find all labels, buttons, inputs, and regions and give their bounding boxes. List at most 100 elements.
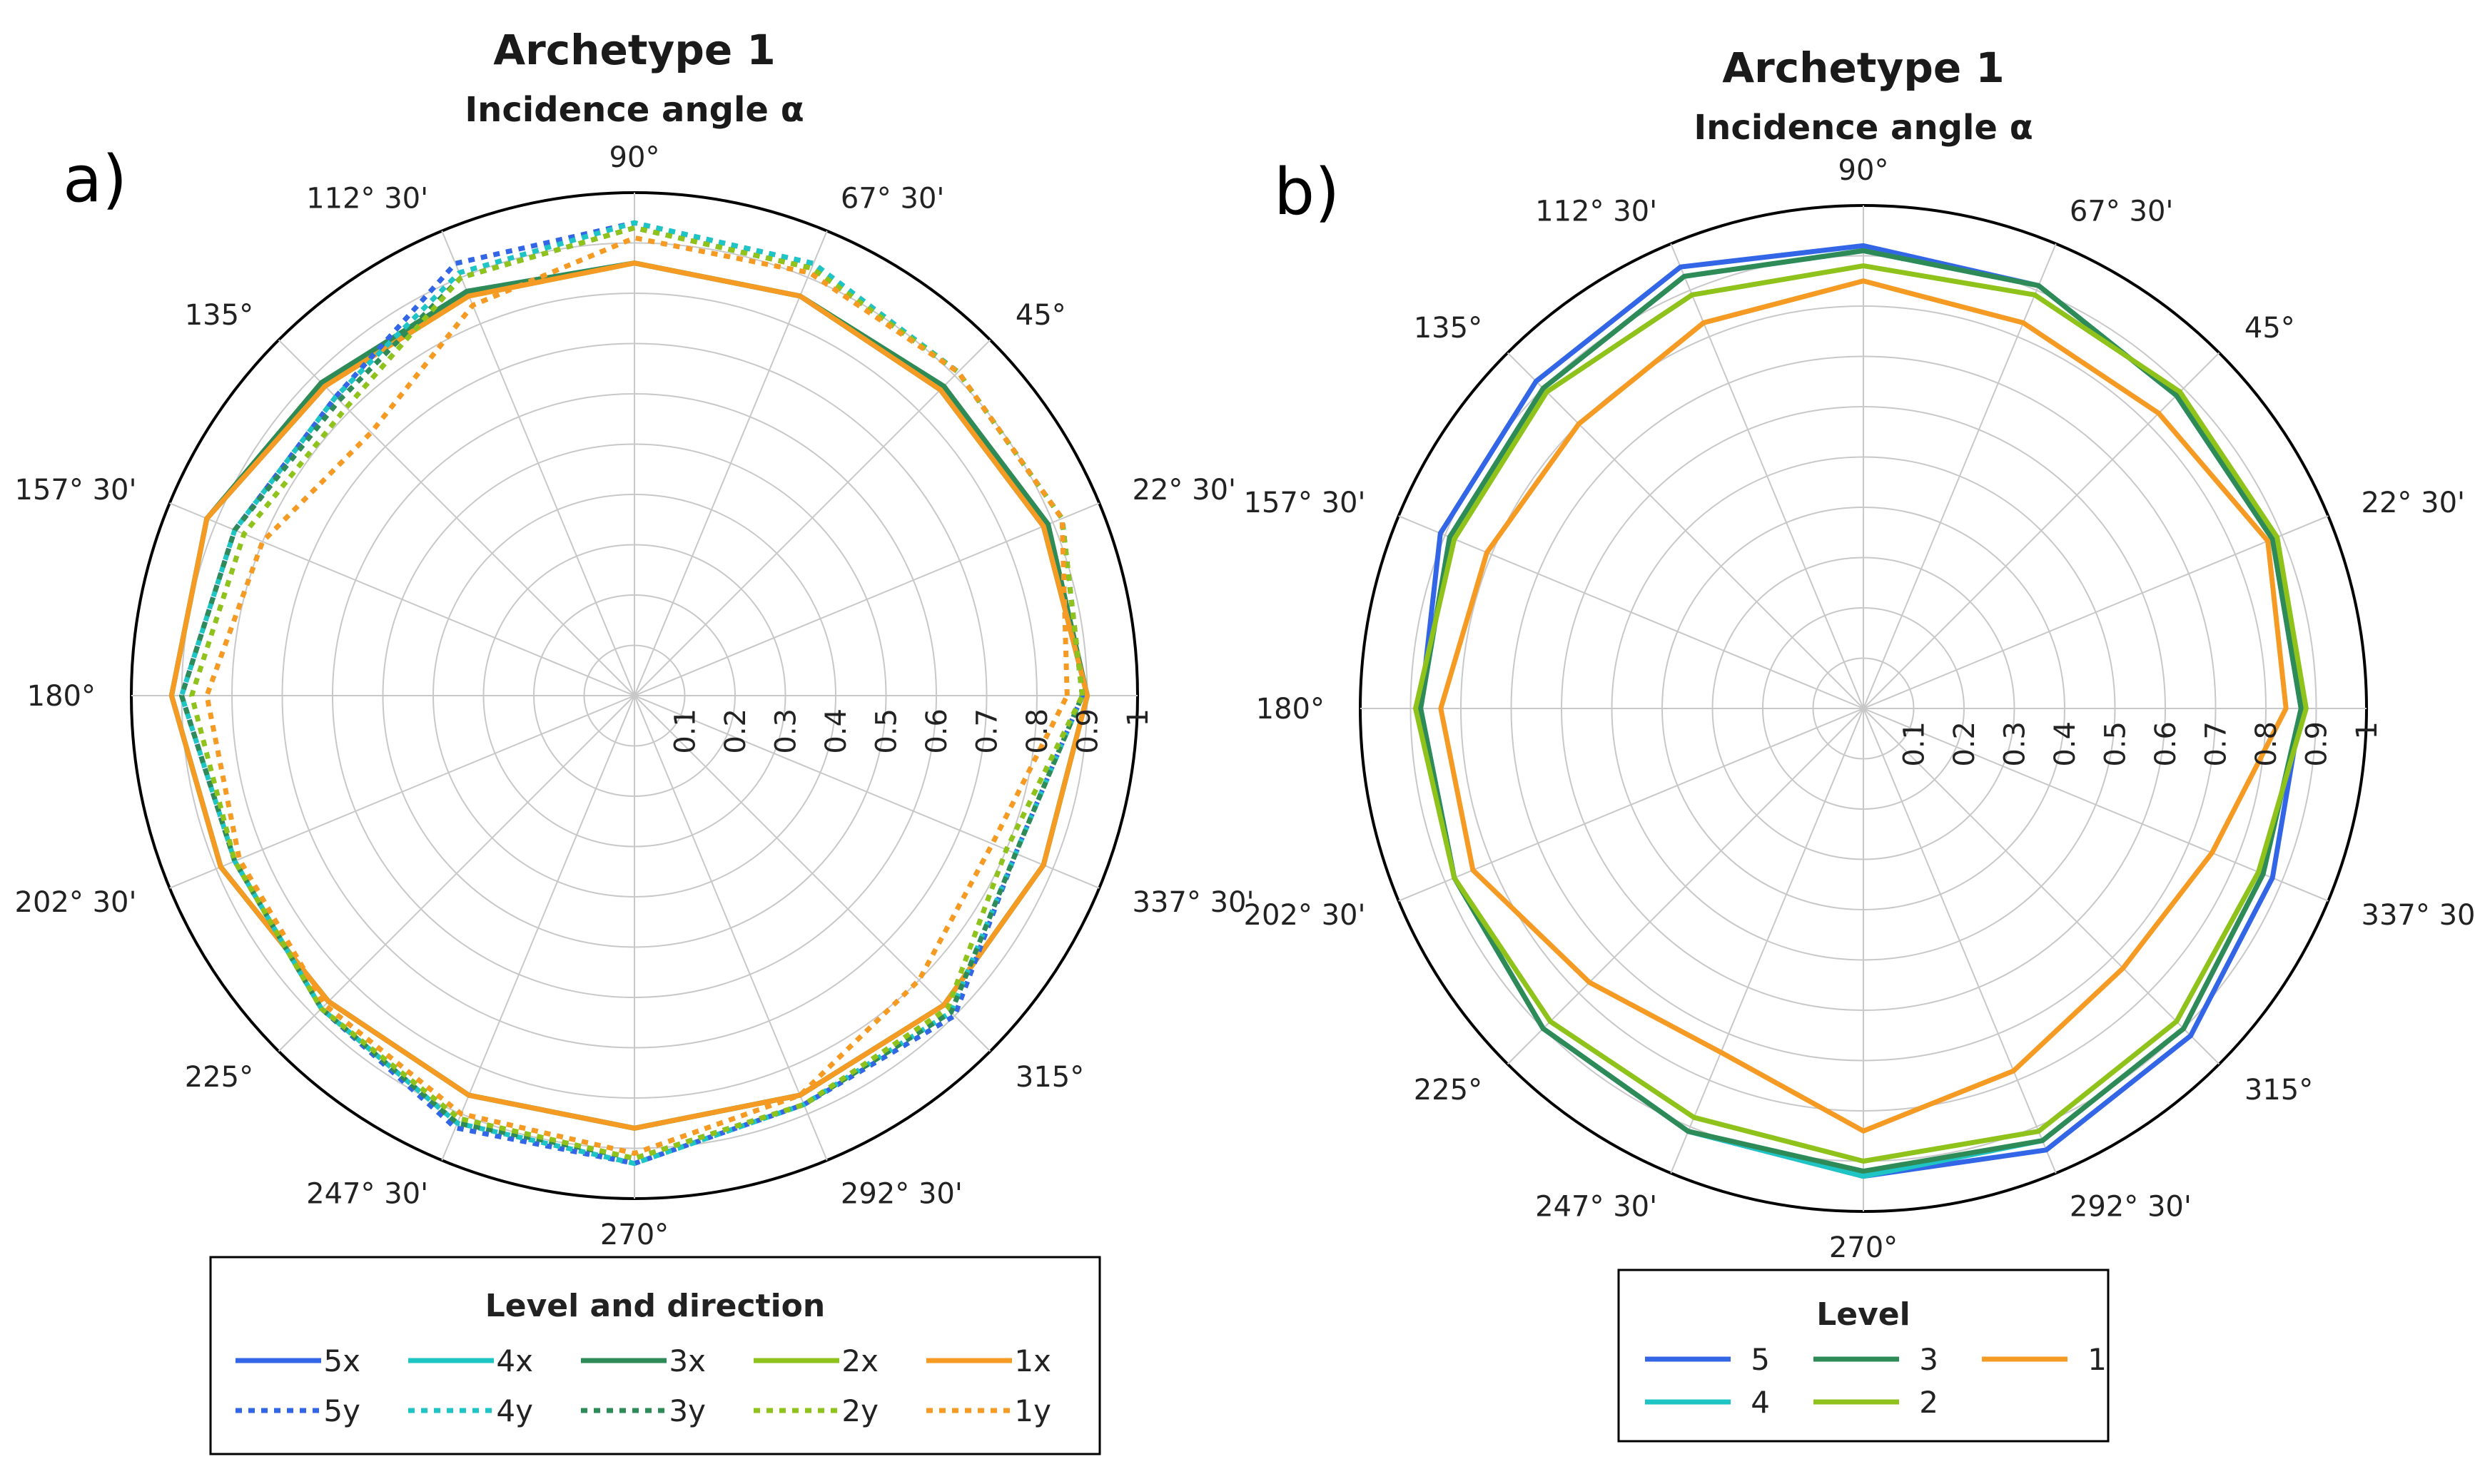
series-4y (179, 220, 1085, 1167)
grid-spoke (1507, 708, 1864, 1065)
grid-spoke (1670, 708, 1864, 1174)
grid-spoke (634, 502, 1100, 696)
legend-label: 4x (496, 1343, 533, 1378)
legend-label: 2x (841, 1343, 879, 1378)
angle-label: 225° (185, 1061, 253, 1094)
legend-item-1x: 1x (926, 1343, 1051, 1378)
angle-label: 45° (1016, 299, 1066, 332)
grid-spoke (169, 502, 635, 696)
series-2 (1413, 263, 2309, 1164)
legend-label: 3y (669, 1393, 706, 1428)
panel-b-radial-tick-labels: 0.1 0.2 0.3 0.4 0.5 0.6 0.7 0.8 0.9 1 (1898, 721, 2384, 767)
grid-spoke (1398, 515, 1864, 709)
radial-tick-label: 0.6 (921, 708, 953, 754)
angle-label: 90° (1838, 154, 1889, 187)
angle-label: 67° 30' (841, 183, 945, 215)
legend-item-5x: 5x (236, 1343, 360, 1378)
legend-item-3x: 3x (581, 1343, 706, 1378)
grid-spoke (1863, 708, 2220, 1065)
grid-spoke (278, 695, 635, 1052)
grid-spoke (1863, 708, 2329, 902)
panel-b-legend: Level 5 3 1 4 2 (1617, 1269, 2110, 1443)
panel-a-legend-title: Level and direction (485, 1288, 826, 1324)
legend-item-4y: 4y (408, 1393, 533, 1428)
radial-tick-label: 0.3 (770, 708, 803, 754)
series-2y (189, 225, 1085, 1162)
panel-a-title: Archetype 1 (493, 26, 775, 74)
legend-item-2y: 2y (754, 1393, 879, 1428)
legend-label: 2 (1919, 1385, 1938, 1420)
grid-spoke (278, 339, 635, 696)
radial-tick-label: 0.6 (2150, 721, 2182, 767)
radial-tick-label: 0.8 (1021, 708, 1054, 754)
legend-item-4: 4 (1645, 1385, 1770, 1420)
legend-item-5: 5 (1645, 1342, 1770, 1377)
angle-label: 67° 30' (2070, 195, 2174, 228)
angle-label: 270° (600, 1219, 669, 1251)
grid-spoke (1670, 243, 1864, 709)
legend-item-5y: 5y (236, 1393, 360, 1428)
angle-label: 315° (1016, 1061, 1084, 1094)
angle-label: 292° 30' (841, 1178, 963, 1211)
legend-label: 1y (1014, 1393, 1051, 1428)
radial-tick-label: 1 (2351, 721, 2384, 739)
panel-a-angle-labels: 22° 30' 45° 67° 30' 90° 112° 30' 135° 157° 30'… (15, 141, 1255, 1251)
legend-item-3y: 3y (581, 1393, 706, 1428)
panel-a-label: a) (63, 142, 127, 217)
radial-tick-label: 0.4 (820, 708, 853, 754)
angle-label: 337° 30' (1133, 886, 1255, 919)
legend-label: 5y (323, 1393, 360, 1428)
angle-label: 247° 30' (1535, 1191, 1657, 1224)
panel-b-label: b) (1274, 155, 1340, 230)
panel-a-legend-box (209, 1256, 1101, 1455)
panel-a-grid (130, 191, 1139, 1200)
grid-spoke (1863, 515, 2329, 709)
grid-spoke (441, 695, 635, 1161)
angle-label: 337° 30' (2362, 899, 2475, 932)
grid-spoke (634, 695, 828, 1161)
grid-spoke (634, 695, 991, 1052)
angle-label: 180° (27, 680, 96, 713)
grid-spoke (169, 695, 635, 889)
radial-tick-label: 0.1 (1898, 721, 1931, 767)
legend-item-4x: 4x (408, 1343, 533, 1378)
radial-tick-label: 0.7 (2200, 721, 2233, 767)
legend-label: 4y (496, 1393, 533, 1428)
grid-spoke (1863, 352, 2220, 709)
panel-b-legend-title: Level (1816, 1296, 1910, 1333)
angle-label: 22° 30' (2362, 487, 2466, 519)
radial-tick-label: 0.9 (2301, 721, 2334, 767)
angle-label: 157° 30' (15, 474, 137, 507)
panel-b-subtitle: Incidence angle α (1694, 108, 2033, 148)
panel-a-series-layer (168, 220, 1090, 1167)
radial-tick-label: 0.1 (669, 708, 702, 754)
legend-item-3: 3 (1813, 1342, 1938, 1377)
angle-label: 157° 30' (1244, 487, 1366, 519)
angle-label: 270° (1829, 1231, 1898, 1264)
legend-label: 2y (841, 1393, 879, 1428)
radial-tick-label: 0.9 (1072, 708, 1105, 754)
legend-label: 5x (323, 1343, 360, 1378)
panel-b-title: Archetype 1 (1722, 44, 2004, 92)
angle-label: 292° 30' (2070, 1191, 2192, 1224)
legend-label: 3x (669, 1343, 706, 1378)
radial-tick-label: 0.7 (971, 708, 1004, 754)
radial-tick-label: 1 (1122, 708, 1155, 726)
panel-a-radial-tick-labels: 0.1 0.2 0.3 0.4 0.5 0.6 0.7 0.8 0.9 1 (669, 708, 1155, 754)
angle-label: 112° 30' (1535, 195, 1657, 228)
grid-spoke (1863, 708, 2057, 1174)
angle-label: 135° (185, 299, 253, 332)
grid-spoke (1507, 352, 1864, 709)
grid-spoke (634, 339, 991, 696)
angle-label: 202° 30' (15, 886, 137, 919)
panel-b-angle-labels: 22° 30' 45° 67° 30' 90° 112° 30' 135° 157° 30'… (1244, 154, 2475, 1264)
panel-b-legend-box (1617, 1269, 2110, 1443)
grid-spoke (1398, 708, 1864, 902)
grid-spoke (634, 695, 1100, 889)
panel-a-subtitle: Incidence angle α (465, 90, 804, 130)
radial-tick-label: 0.3 (1999, 721, 2032, 767)
radial-tick-label: 0.5 (2100, 721, 2132, 767)
angle-label: 315° (2244, 1074, 2313, 1107)
angle-label: 180° (1256, 693, 1325, 726)
